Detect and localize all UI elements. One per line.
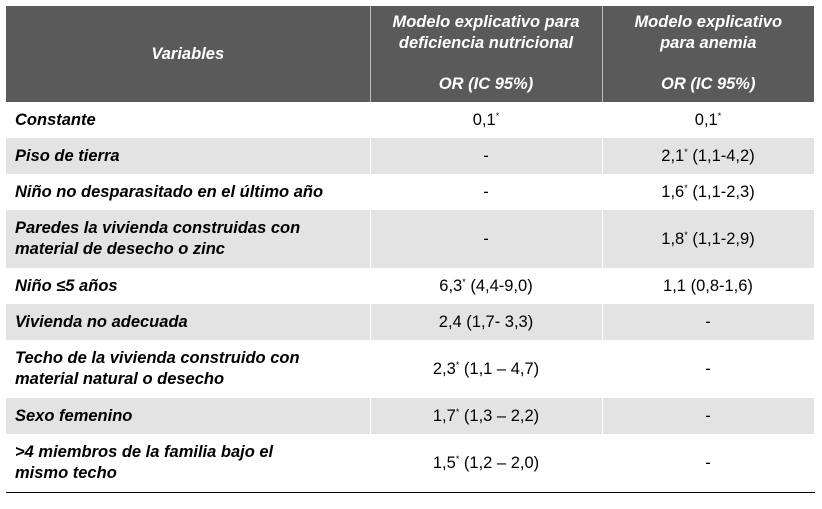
variable-label: Techo de la vivienda construido con mater… [6,340,371,398]
significance-marker: * [684,182,688,193]
or-anemia-cell: - [602,398,815,434]
variable-label-line1: Constante [15,110,96,129]
significance-marker: * [495,110,500,121]
or-value: 2,3 [432,359,456,378]
variable-label: Sexo femenino [6,398,371,434]
significance-marker: * [455,359,460,370]
header-row: Variables Modelo explicativo para defici… [6,6,814,102]
or-value: - [483,146,489,165]
or-anemia-cell: - [602,304,815,340]
or-nutritional-cell: 2,4 (1,7- 3,3) [370,304,603,340]
results-table: Variables Modelo explicativo para defici… [6,6,815,493]
or-value: 1,1 (0,8-1,6) [663,276,753,295]
confidence-interval: (4,4-9,0) [465,276,533,295]
confidence-interval: (1,2 – 2,0) [459,453,540,472]
header-model-nutritional: Modelo explicativo para deficiencia nutr… [370,6,603,102]
or-value: 6,3 [439,276,463,295]
confidence-interval: (1,1-4,2) [687,146,755,165]
header-model1-sub: OR (IC 95%) [438,75,534,93]
variable-label-line1: >4 miembros de la familia bajo el [15,443,274,461]
or-nutritional-cell: - [370,138,603,174]
or-anemia-cell: 0,1* [602,102,815,138]
variable-label-line1: Paredes la vivienda construidas con [15,219,301,237]
significance-marker: * [462,276,466,287]
significance-marker: * [455,453,460,464]
table-row: Niño no desparasitado en el último año - 1… [6,174,815,210]
variable-label: Constante [6,102,371,138]
or-value: 0,1 [694,110,718,129]
confidence-interval: (1,1-2,3) [687,182,755,201]
variable-label-line1: Niño ≤5 años [15,276,118,295]
or-value: - [483,182,489,201]
or-value: 2,1 [661,146,685,165]
or-nutritional-cell: 6,3* (4,4-9,0) [370,268,603,304]
table-row: Techo de la vivienda construido con mater… [6,340,815,398]
or-nutritional-cell: 1,7* (1,3 – 2,2) [370,398,603,434]
or-nutritional-cell: 0,1* [370,102,603,138]
header-model1-line2: deficiencia nutricional [398,34,574,52]
significance-marker: * [455,406,460,417]
table-row: Constante 0,1* 0,1* [6,102,815,138]
or-nutritional-cell: - [370,210,603,268]
table-row: >4 miembros de la familia bajo el mismo t… [6,434,815,493]
or-nutritional-cell: - [370,174,603,210]
table-row: Vivienda no adecuada 2,4 (1,7- 3,3) - [6,304,815,340]
or-value: 1,7 [432,406,456,425]
header-model1-line1: Modelo explicativo para [392,13,580,31]
variable-label: Niño ≤5 años [6,268,371,304]
or-anemia-cell: 1,8* (1,1-2,9) [602,210,815,268]
or-anemia-cell: - [602,340,815,398]
variable-label-line1: Niño no desparasitado en el último año [15,182,324,201]
header-model2-line1: Modelo explicativo [634,13,783,31]
variable-label-line2: material natural o desecho [15,370,225,388]
significance-marker: * [684,146,688,157]
or-anemia-cell: - [602,434,815,493]
or-value: - [705,359,711,378]
table-row: Piso de tierra - 2,1* (1,1-4,2) [6,138,815,174]
or-value: - [705,453,711,472]
variable-label: Vivienda no adecuada [6,304,371,340]
significance-marker: * [717,110,722,121]
header-model2-line2: para anemia [660,34,757,52]
variable-label: >4 miembros de la familia bajo el mismo t… [6,434,371,493]
table-row: Niño ≤5 años 6,3* (4,4-9,0) 1,1 (0,8-1,6) [6,268,815,304]
variable-label-line1: Piso de tierra [15,146,120,165]
or-value: 2,4 (1,7- 3,3) [438,312,534,331]
variable-label-line2: material de desecho o zinc [15,240,225,258]
variable-label-line1: Techo de la vivienda construido con [15,349,300,367]
or-nutritional-cell: 2,3* (1,1 – 4,7) [370,340,603,398]
header-model-anemia: Modelo explicativo para anemia OR (IC 95… [602,6,814,102]
confidence-interval: (1,1 – 4,7) [459,359,540,378]
variable-label: Niño no desparasitado en el último año [6,174,371,210]
header-variables: Variables [6,6,371,102]
variable-label: Paredes la vivienda construidas con mater… [6,210,371,268]
significance-marker: * [684,229,688,240]
variable-label-line1: Vivienda no adecuada [15,312,188,331]
or-value: 0,1 [472,110,496,129]
or-value: 1,6 [661,182,685,201]
confidence-interval: (1,3 – 2,2) [459,406,540,425]
header-variables-label: Variables [151,44,225,63]
or-value: 1,8 [661,229,685,248]
or-anemia-cell: 1,1 (0,8-1,6) [602,268,815,304]
or-value: - [483,229,489,248]
or-nutritional-cell: 1,5* (1,2 – 2,0) [370,434,603,493]
or-anemia-cell: 1,6* (1,1-2,3) [602,174,815,210]
table-row: Paredes la vivienda construidas con mater… [6,210,815,268]
confidence-interval: (1,1-2,9) [687,229,755,248]
or-value: - [705,406,711,425]
variable-label: Piso de tierra [6,138,371,174]
variable-label-line2: mismo techo [15,464,117,482]
or-anemia-cell: 2,1* (1,1-4,2) [602,138,815,174]
header-model2-sub: OR (IC 95%) [661,75,756,93]
variable-label-line1: Sexo femenino [15,406,133,425]
table-row: Sexo femenino 1,7* (1,3 – 2,2) - [6,398,815,434]
or-value: - [705,312,711,331]
or-value: 1,5 [432,453,456,472]
